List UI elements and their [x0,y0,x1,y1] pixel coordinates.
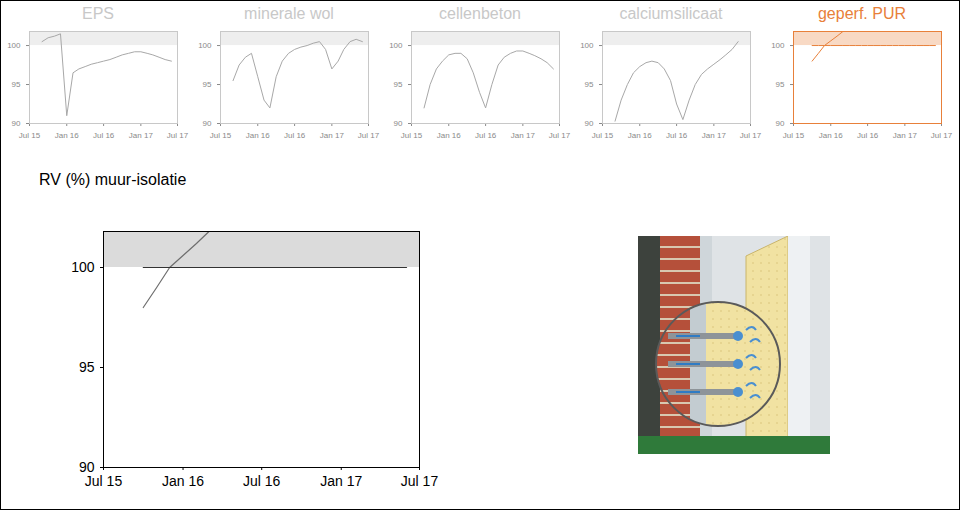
svg-text:Jul 16: Jul 16 [857,131,879,139]
svg-text:Jan 17: Jan 17 [129,131,154,139]
svg-text:100: 100 [198,41,212,50]
svg-text:Jul 15: Jul 15 [210,131,232,139]
svg-text:Jul 15: Jul 15 [401,131,423,139]
svg-text:90: 90 [394,119,403,128]
svg-text:90: 90 [203,119,212,128]
svg-text:90: 90 [12,119,21,128]
svg-text:Jan 16: Jan 16 [162,473,204,489]
svg-text:90: 90 [776,119,785,128]
html-text:calciumsilicaat: calciumsilicaat [619,5,723,22]
html-text:geperf. PUR: geperf. PUR [818,5,906,22]
svg-text:95: 95 [12,80,21,89]
html-text:RV (%) muur-isolatie: RV (%) muur-isolatie [39,171,187,188]
svg-text:100: 100 [580,41,594,50]
svg-text:Jan 17: Jan 17 [320,473,362,489]
svg-text:95: 95 [203,80,212,89]
svg-text:Jul 17: Jul 17 [167,131,189,139]
svg-text:Jan 16: Jan 16 [246,131,271,139]
svg-text:100: 100 [771,41,785,50]
svg-text:Jul 17: Jul 17 [358,131,380,139]
svg-text:Jul 15: Jul 15 [85,473,123,489]
svg-text:Jul 16: Jul 16 [284,131,306,139]
html-text:EPS: EPS [82,5,114,22]
svg-text:Jul 17: Jul 17 [931,131,953,139]
svg-text:Jan 17: Jan 17 [511,131,536,139]
svg-text:Jan 16: Jan 16 [437,131,462,139]
svg-text:Jan 17: Jan 17 [893,131,918,139]
svg-text:100: 100 [389,41,403,50]
svg-text:90: 90 [585,119,594,128]
svg-text:Jan 16: Jan 16 [55,131,80,139]
svg-text:Jul 16: Jul 16 [475,131,497,139]
svg-text:Jul 17: Jul 17 [549,131,571,139]
html-text:minerale wol: minerale wol [244,5,334,22]
svg-text:95: 95 [79,359,95,375]
svg-text:90: 90 [78,459,95,475]
svg-text:95: 95 [776,80,785,89]
svg-text:95: 95 [585,80,594,89]
svg-text:95: 95 [394,80,403,89]
svg-text:Jan 17: Jan 17 [702,131,727,139]
svg-text:Jul 15: Jul 15 [19,131,41,139]
svg-text:100: 100 [7,41,21,50]
svg-text:Jan 16: Jan 16 [628,131,653,139]
svg-text:Jan 16: Jan 16 [819,131,844,139]
svg-text:Jul 16: Jul 16 [243,473,281,489]
svg-text:Jul 15: Jul 15 [592,131,614,139]
svg-text:100: 100 [71,259,95,275]
svg-text:Jul 16: Jul 16 [93,131,115,139]
html-text:cellenbeton: cellenbeton [439,5,521,22]
svg-text:Jul 15: Jul 15 [783,131,805,139]
svg-text:Jul 17: Jul 17 [401,473,439,489]
svg-text:Jan 17: Jan 17 [320,131,345,139]
svg-text:Jul 16: Jul 16 [666,131,688,139]
svg-text:Jul 17: Jul 17 [740,131,762,139]
